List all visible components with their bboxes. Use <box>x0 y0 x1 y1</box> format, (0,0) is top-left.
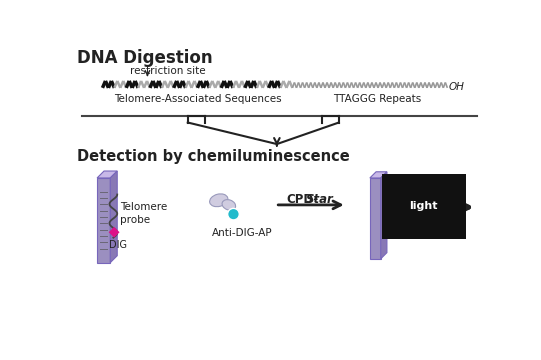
Text: TTAGGG Repeats: TTAGGG Repeats <box>333 94 422 104</box>
Text: DIG: DIG <box>109 240 128 250</box>
Text: light: light <box>410 202 438 211</box>
Text: CPD-: CPD- <box>286 193 319 206</box>
Polygon shape <box>110 171 117 263</box>
Polygon shape <box>381 172 387 259</box>
Polygon shape <box>370 172 387 178</box>
Text: Detection by chemiluminescence: Detection by chemiluminescence <box>77 149 349 165</box>
Polygon shape <box>97 178 110 263</box>
Circle shape <box>228 208 239 220</box>
Polygon shape <box>370 178 381 259</box>
Text: Telomere
probe: Telomere probe <box>120 202 168 225</box>
Text: Star: Star <box>306 193 334 206</box>
Text: restriction site: restriction site <box>130 66 205 76</box>
Ellipse shape <box>222 200 235 210</box>
Polygon shape <box>109 227 120 238</box>
Text: Telomere-Associated Sequences: Telomere-Associated Sequences <box>114 94 281 104</box>
Polygon shape <box>97 171 117 178</box>
Text: Anti-DIG-AP: Anti-DIG-AP <box>212 228 273 238</box>
Text: DNA Digestion: DNA Digestion <box>77 49 213 67</box>
Text: OH: OH <box>449 82 465 92</box>
Ellipse shape <box>209 194 228 207</box>
